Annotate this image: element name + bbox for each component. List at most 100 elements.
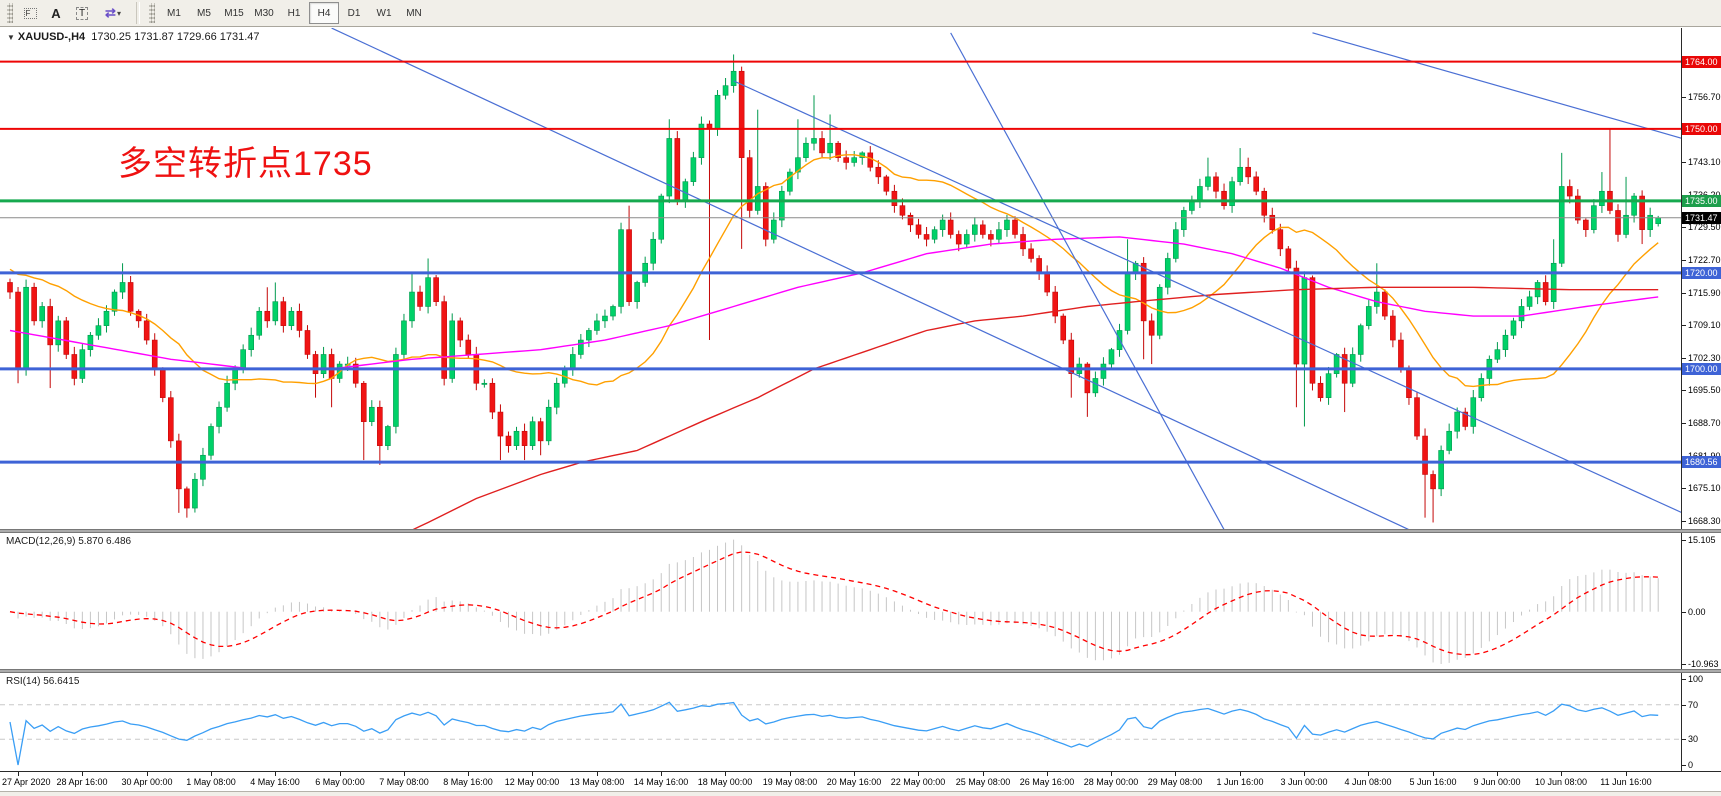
- time-axis-label: 20 May 16:00: [826, 777, 882, 787]
- time-axis-label: 7 May 08:00: [379, 777, 429, 787]
- price-tick: [1682, 390, 1686, 391]
- color-arrange-icon[interactable]: ⇄ ▾: [95, 1, 131, 25]
- time-axis-label: 1 Jun 16:00: [1216, 777, 1264, 787]
- time-tick: [532, 772, 533, 776]
- time-tick: [404, 772, 405, 776]
- time-tick: [468, 772, 469, 776]
- rsi-axis-tick: [1682, 679, 1686, 680]
- price-level-badge: 1731.47: [1682, 212, 1721, 224]
- rsi-panel[interactable]: [0, 673, 1681, 771]
- timeframe-button-m15[interactable]: M15: [224, 7, 244, 19]
- time-tick: [340, 772, 341, 776]
- time-tick: [1561, 772, 1562, 776]
- time-axis-label: 4 May 16:00: [250, 777, 300, 787]
- objects-grid-f-glyph: F: [23, 7, 37, 19]
- text-box-glyph: T: [75, 6, 89, 20]
- time-axis-label: 29 May 08:00: [1147, 777, 1203, 787]
- macd-axis-label: 0.00: [1688, 607, 1706, 617]
- price-tick-label: 1675.10: [1688, 483, 1721, 493]
- time-axis-label: 5 Jun 16:00: [1409, 777, 1457, 787]
- timeframe-button-w1[interactable]: W1: [376, 7, 392, 19]
- price-tick: [1682, 162, 1686, 163]
- timeframe-button-h4[interactable]: H4: [309, 2, 339, 24]
- time-axis-label: 6 May 00:00: [315, 777, 365, 787]
- time-tick: [1368, 772, 1369, 776]
- macd-label: MACD(12,26,9) 5.870 6.486: [6, 536, 131, 547]
- price-tick-label: 1688.70: [1688, 418, 1721, 428]
- timeframe-button-m5[interactable]: M5: [197, 7, 211, 19]
- timeframe-button-m30[interactable]: M30: [254, 7, 274, 19]
- panel-separator[interactable]: [0, 529, 1721, 533]
- price-tick-label: 1722.70: [1688, 255, 1721, 265]
- chart-text-annotation[interactable]: 多空转折点1735: [118, 145, 373, 183]
- time-tick: [1433, 772, 1434, 776]
- price-tick: [1682, 521, 1686, 522]
- time-axis-label: 9 Jun 00:00: [1473, 777, 1521, 787]
- rsi-label: RSI(14) 56.6415: [6, 676, 79, 687]
- time-axis-label: 25 May 08:00: [955, 777, 1011, 787]
- time-tick: [82, 772, 83, 776]
- price-tick: [1682, 488, 1686, 489]
- price-tick-label: 1709.10: [1688, 320, 1721, 330]
- time-axis-label: 22 May 00:00: [890, 777, 946, 787]
- price-tick-label: 1715.90: [1688, 288, 1721, 298]
- time-tick: [275, 772, 276, 776]
- price-tick: [1682, 260, 1686, 261]
- price-tick-label: 1743.10: [1688, 157, 1721, 167]
- time-axis-label: 14 May 16:00: [633, 777, 689, 787]
- time-axis-label: 18 May 00:00: [697, 777, 753, 787]
- price-level-badge: 1750.00: [1682, 123, 1721, 135]
- toolbar-grip[interactable]: [7, 3, 13, 23]
- price-tick: [1682, 358, 1686, 359]
- macd-axis-label: -10.963: [1688, 659, 1719, 669]
- rsi-axis-label: 0: [1688, 760, 1694, 770]
- price-tick-label: 1668.30: [1688, 516, 1721, 526]
- macd-axis-tick: [1682, 540, 1686, 541]
- macd-panel[interactable]: [0, 533, 1681, 669]
- text-box-icon[interactable]: T: [69, 1, 95, 25]
- price-tick: [1682, 325, 1686, 326]
- price-tick: [1682, 293, 1686, 294]
- time-tick: [1304, 772, 1305, 776]
- timeframe-button-mn[interactable]: MN: [406, 7, 422, 19]
- text-label-icon[interactable]: A: [43, 1, 69, 25]
- text-label-glyph: A: [51, 5, 61, 21]
- timeframe-button-d1[interactable]: D1: [347, 7, 361, 19]
- toolbar: F A T ⇄ ▾ M1 M5 M15 M30 H1 H4 D1 W1 MN: [0, 0, 1721, 27]
- timeframe-button-m1[interactable]: M1: [167, 7, 181, 19]
- time-tick: [1240, 772, 1241, 776]
- status-bar: [0, 791, 1721, 796]
- time-tick: [18, 772, 19, 776]
- price-level-badge: 1680.56: [1682, 456, 1721, 468]
- time-tick: [1175, 772, 1176, 776]
- macd-name: MACD(12,26,9): [6, 536, 76, 547]
- time-axis-label: 4 Jun 08:00: [1344, 777, 1392, 787]
- timeframe-button-h1[interactable]: H1: [287, 7, 301, 19]
- symbol-title: ▼ XAUUSD-,H4 1730.25 1731.87 1729.66 1731…: [7, 31, 260, 43]
- price-chart-panel[interactable]: [0, 28, 1681, 531]
- time-tick: [918, 772, 919, 776]
- price-tick-label: 1756.70: [1688, 92, 1721, 102]
- time-tick: [854, 772, 855, 776]
- time-axis-label: 26 May 16:00: [1019, 777, 1075, 787]
- time-tick: [1047, 772, 1048, 776]
- price-level-badge: 1720.00: [1682, 267, 1721, 279]
- time-axis-label: 27 Apr 2020: [2, 777, 51, 787]
- time-axis-label: 3 Jun 00:00: [1280, 777, 1328, 787]
- panel-separator[interactable]: [0, 669, 1721, 673]
- time-scale[interactable]: 27 Apr 2020 28 Apr 16:00 30 Apr 00:00 1 May…: [0, 771, 1721, 791]
- time-tick: [661, 772, 662, 776]
- collapse-caret-icon[interactable]: ▼: [7, 33, 15, 42]
- macd-axis-tick: [1682, 612, 1686, 613]
- time-tick: [211, 772, 212, 776]
- timeframe-grip[interactable]: [149, 3, 155, 23]
- time-axis-label: 30 Apr 00:00: [121, 777, 173, 787]
- rsi-value: 56.6415: [43, 676, 80, 687]
- price-level-badge: 1735.00: [1682, 195, 1721, 207]
- time-axis-label: 28 Apr 16:00: [56, 777, 108, 787]
- macd-values: 5.870 6.486: [78, 536, 132, 547]
- objects-grid-f-icon[interactable]: F: [17, 1, 43, 25]
- rsi-axis-tick: [1682, 765, 1686, 766]
- price-scale[interactable]: 1756.701743.101736.201729.501722.701715.…: [1681, 28, 1721, 771]
